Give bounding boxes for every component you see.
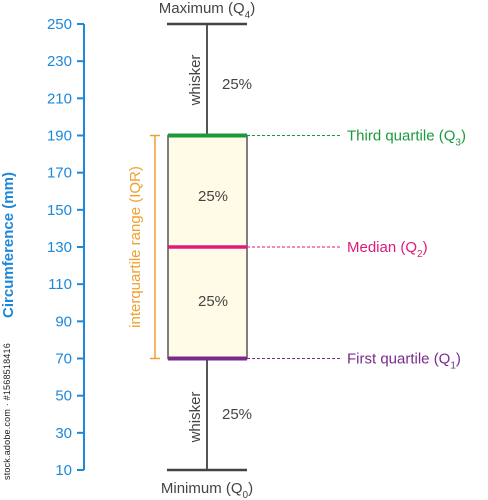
upper-box-percent: 25% (198, 188, 228, 205)
iqr-label: interquartile range (IQR) (127, 166, 144, 328)
y-axis-label: Circumference (mm) (0, 172, 17, 318)
y-tick-label: 110 (48, 276, 72, 293)
lower-whisker-label: whisker (187, 392, 204, 444)
y-tick-label: 50 (55, 388, 72, 405)
y-tick-label: 230 (47, 53, 72, 70)
maximum-label: Maximum (Q4) (159, 0, 255, 21)
lower-whisker-percent: 25% (222, 406, 252, 423)
third-quartile-label: Third quartile (Q3) (347, 128, 466, 149)
first-quartile-label: First quartile (Q1) (347, 351, 461, 372)
y-tick-label: 190 (47, 128, 72, 145)
y-tick-label: 130 (47, 239, 72, 256)
y-tick-label: 250 (47, 16, 72, 33)
y-axis: 10 30 50 70 90 110 130 150 170 190 210 230 250 (47, 16, 85, 479)
y-tick-label: 30 (55, 425, 72, 442)
y-tick-label: 10 (55, 462, 72, 479)
watermark: stock.adobe.com · #1568518416 (2, 343, 12, 480)
y-tick-label: 70 (55, 351, 72, 368)
y-tick-label: 90 (55, 313, 72, 330)
box-plot: Maximum (Q4) Minimum (Q0) Third quartile (… (127, 0, 466, 500)
y-tick-label: 150 (47, 202, 72, 219)
median-label: Median (Q2) (347, 239, 428, 260)
y-tick-label: 210 (47, 90, 72, 107)
lower-box-percent: 25% (198, 293, 228, 310)
minimum-label: Minimum (Q0) (161, 480, 253, 500)
y-tick-label: 170 (47, 165, 72, 182)
upper-whisker-percent: 25% (222, 76, 252, 93)
upper-whisker-label: whisker (187, 55, 204, 107)
